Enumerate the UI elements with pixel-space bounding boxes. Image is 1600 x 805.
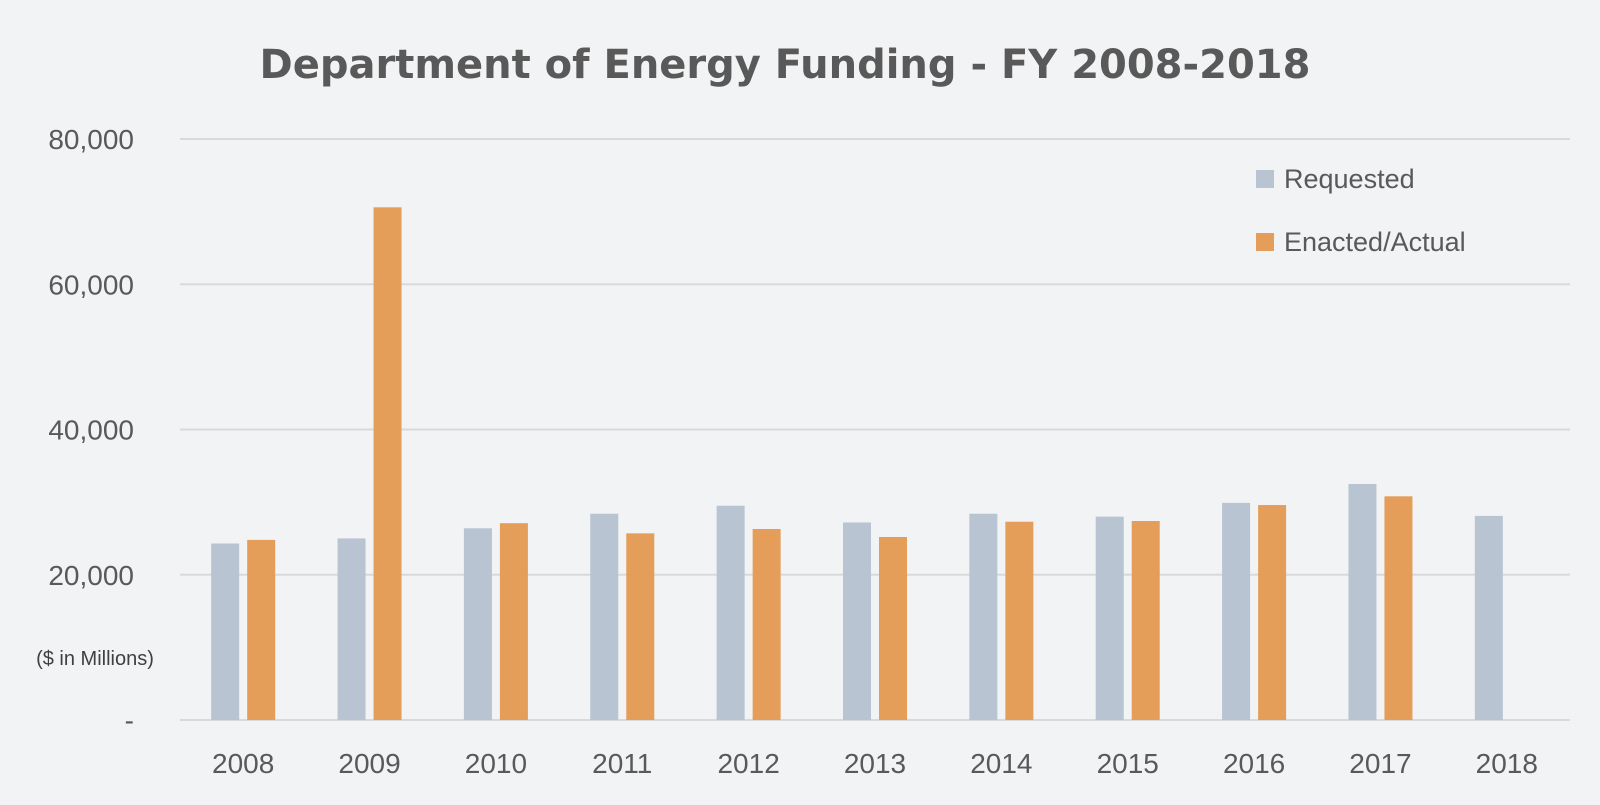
y-axis-tick-labels: - 20,000 40,000 60,000 80,000 [48, 124, 134, 736]
y-tick-label: 80,000 [48, 124, 134, 155]
bar-enacted [879, 536, 907, 720]
bar-enacted [1131, 521, 1160, 720]
y-tick-label: 40,000 [48, 415, 134, 446]
bar-requested [463, 528, 492, 720]
x-tick-label: 2014 [970, 748, 1032, 779]
bar-enacted [752, 528, 781, 720]
legend-label-enacted: Enacted/Actual [1284, 227, 1466, 257]
legend: Requested Enacted/Actual [1256, 164, 1466, 257]
legend-swatch-enacted [1256, 233, 1274, 251]
bar-enacted [1384, 496, 1413, 720]
y-tick-label: 20,000 [48, 560, 134, 591]
bar-requested [1348, 483, 1377, 720]
bar-enacted [1258, 505, 1287, 720]
x-tick-label: 2015 [1097, 748, 1159, 779]
y-tick-label: 60,000 [48, 269, 134, 300]
x-tick-label: 2018 [1476, 748, 1538, 779]
legend-label-requested: Requested [1284, 164, 1415, 194]
bar-requested [1095, 516, 1124, 720]
bars [211, 207, 1503, 720]
x-tick-label: 2008 [212, 748, 274, 779]
x-tick-label: 2016 [1223, 748, 1285, 779]
bar-requested [590, 513, 619, 720]
x-tick-label: 2009 [338, 748, 400, 779]
bar-enacted [499, 523, 528, 720]
x-tick-label: 2017 [1349, 748, 1411, 779]
bar-requested [211, 543, 240, 720]
x-tick-label: 2010 [465, 748, 527, 779]
x-tick-label: 2011 [592, 748, 652, 779]
legend-swatch-requested [1256, 170, 1274, 188]
bar-requested [969, 513, 998, 720]
x-axis-tick-labels: 2008 2009 2010 2011 2012 2013 2014 2015 2016 2017… [212, 748, 1538, 779]
chart-title: Department of Energy Funding - FY 2008-2… [260, 42, 1311, 88]
bar-enacted [1005, 521, 1034, 720]
bar-requested [1474, 515, 1503, 720]
bar-requested [337, 538, 366, 720]
bar-enacted [247, 539, 276, 720]
y-axis-unit-label: ($ in Millions) [36, 648, 154, 670]
bar-enacted [626, 533, 655, 720]
x-tick-label: 2012 [717, 748, 779, 779]
y-tick-label: - [125, 705, 134, 736]
x-tick-label: 2013 [844, 748, 906, 779]
bar-requested [1222, 502, 1251, 720]
gridlines [180, 138, 1570, 721]
bar-requested [843, 522, 871, 720]
bar-requested [716, 505, 745, 720]
bar-enacted [373, 207, 402, 720]
